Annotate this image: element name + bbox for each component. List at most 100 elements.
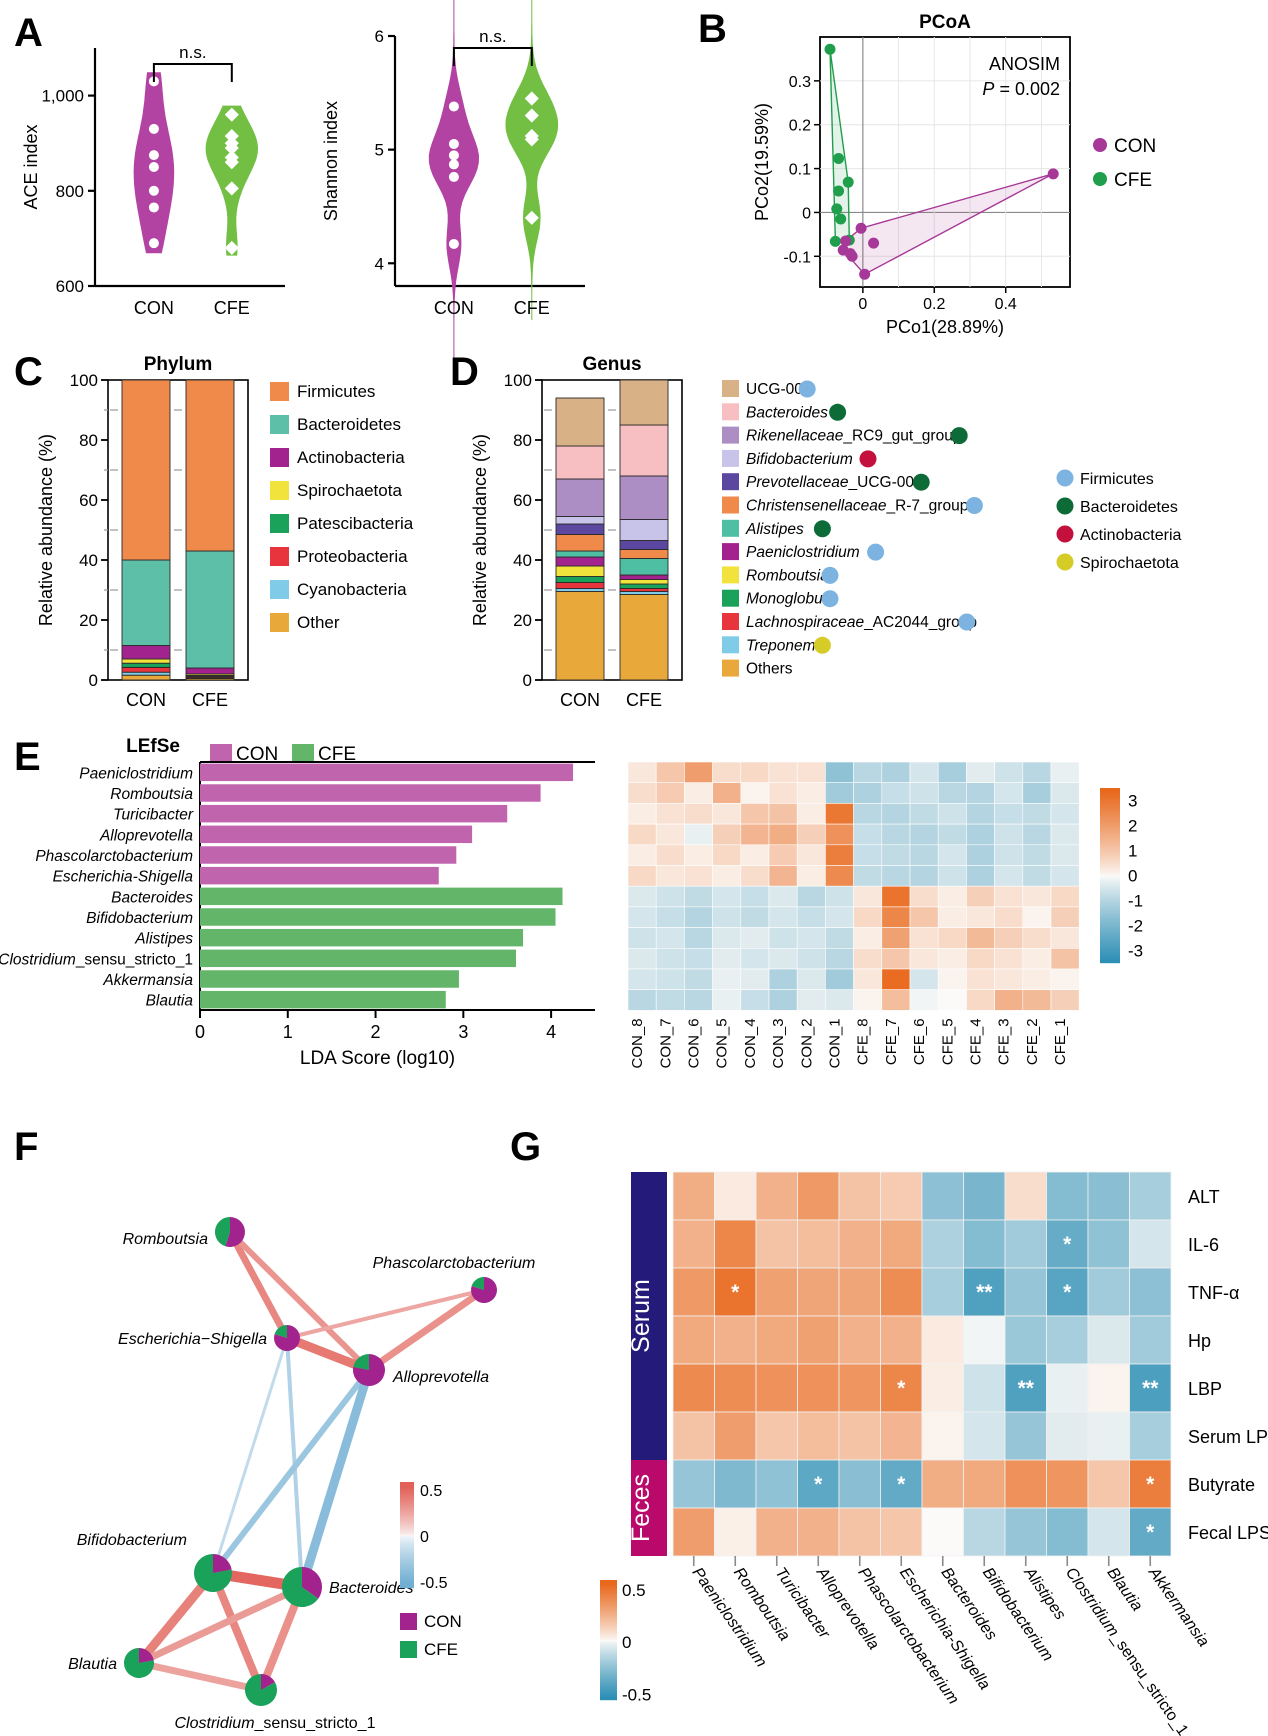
colorbar-segment xyxy=(1100,886,1120,888)
corr-cell xyxy=(880,1267,923,1317)
colorbar-segment xyxy=(600,1592,617,1594)
colorbar-tick-label: -2 xyxy=(1128,917,1143,936)
heatmap-cell xyxy=(825,803,854,825)
bar-segment xyxy=(619,379,669,426)
colorbar-segment xyxy=(600,1602,617,1604)
heatmap-cell xyxy=(712,782,742,804)
colorbar-segment xyxy=(1100,901,1120,903)
colorbar-segment xyxy=(400,1563,414,1565)
heatmap-cell xyxy=(825,823,854,846)
colorbar-segment xyxy=(1100,945,1120,947)
phylum-legend-label: Bacteroidetes xyxy=(1080,499,1178,516)
colorbar-segment xyxy=(600,1643,617,1645)
heatmap-cell xyxy=(712,885,742,908)
heatmap-cell xyxy=(1050,761,1080,784)
heatmap-cell xyxy=(655,989,685,1011)
legend-label: Prevotellaceae_UCG-003 xyxy=(746,474,923,491)
heatmap-cell xyxy=(881,927,911,949)
colorbar-segment xyxy=(400,1578,414,1580)
corr-cell xyxy=(921,1219,964,1269)
phylum-dot-firmicutes xyxy=(958,613,976,631)
heatmap-cell xyxy=(937,927,967,949)
heatmap-cell xyxy=(684,782,713,804)
colorbar-segment xyxy=(400,1565,414,1567)
colorbar-segment xyxy=(1100,838,1120,840)
colorbar-segment xyxy=(600,1596,617,1598)
pcoa-title: PCoA xyxy=(919,12,971,33)
colorbar-segment xyxy=(600,1603,617,1605)
lefse-taxon-label: Phascolarctobacterium xyxy=(35,848,193,865)
colorbar-segment xyxy=(400,1510,414,1512)
colorbar-segment xyxy=(1100,867,1120,869)
colorbar-segment xyxy=(400,1492,414,1494)
colorbar-segment xyxy=(600,1679,617,1681)
x-tick-label: 0.2 xyxy=(923,296,945,313)
bar-segment xyxy=(555,591,605,681)
node-slice-cfe xyxy=(353,1353,369,1370)
y-tick-label: 4 xyxy=(375,254,384,273)
colorbar-segment xyxy=(400,1519,414,1521)
colorbar-segment xyxy=(1100,797,1120,799)
heatmap-cell xyxy=(909,761,939,784)
corr-cell xyxy=(714,1507,757,1557)
heatmap-cell xyxy=(994,803,1024,825)
colorbar-tick-label: 0 xyxy=(1128,867,1137,886)
colorbar-segment xyxy=(400,1536,414,1538)
colorbar-segment xyxy=(600,1685,617,1687)
heatmap-cell xyxy=(825,865,854,887)
heatmap-cell xyxy=(1050,865,1080,887)
heatmap-cell xyxy=(1022,927,1052,949)
legend-label: Cyanobacteria xyxy=(297,580,407,599)
colorbar-segment xyxy=(400,1544,414,1546)
colorbar-segment xyxy=(400,1513,414,1515)
heatmap-cell xyxy=(740,823,770,846)
colorbar-segment xyxy=(400,1506,414,1508)
colorbar-segment xyxy=(400,1569,414,1571)
legend-swatch xyxy=(722,449,739,467)
significance-label: n.s. xyxy=(179,43,206,62)
corr-cell xyxy=(880,1507,923,1557)
corr-cell xyxy=(921,1363,964,1413)
legend-dot-con xyxy=(1093,138,1107,152)
bar-segment xyxy=(185,550,235,669)
network-node-label: Escherichia−Shigella xyxy=(118,1331,267,1348)
genus-y-label: Relative abundance (%) xyxy=(470,434,490,626)
heatmap-cell xyxy=(853,968,883,991)
bar-segment xyxy=(619,574,669,580)
corr-cell xyxy=(1129,1267,1172,1317)
corr-cell xyxy=(797,1507,840,1557)
colorbar-segment xyxy=(1100,858,1120,860)
phylum-legend-label: Actinobacteria xyxy=(1080,527,1181,544)
corr-cell xyxy=(797,1315,840,1365)
heatmap-cell xyxy=(994,947,1024,970)
colorbar-segment xyxy=(400,1530,414,1532)
colorbar-segment xyxy=(1100,849,1120,851)
heatmap-cell xyxy=(768,927,798,949)
y-tick-label: 80 xyxy=(79,431,98,450)
heatmap-cell xyxy=(994,906,1024,928)
corr-cell xyxy=(1004,1171,1047,1221)
colorbar-segment xyxy=(1100,919,1120,921)
colorbar-segment xyxy=(1100,850,1120,852)
data-point xyxy=(148,202,159,213)
lefse-taxon-label: Akkermansia xyxy=(102,972,193,989)
heatmap-cell xyxy=(909,823,939,846)
colorbar-segment xyxy=(600,1584,617,1586)
colorbar-segment xyxy=(1100,825,1120,827)
legend-label: Bacteroides xyxy=(746,404,828,421)
heatmap-cell xyxy=(768,865,798,887)
bar-segment xyxy=(555,550,605,558)
colorbar-segment xyxy=(1100,847,1120,849)
colorbar-segment xyxy=(600,1622,617,1624)
colorbar-segment xyxy=(1100,857,1120,859)
colorbar-segment xyxy=(1100,832,1120,834)
colorbar-segment xyxy=(400,1511,414,1513)
legend-label: Paeniclostridium xyxy=(746,544,860,561)
heatmap-cell xyxy=(740,803,770,825)
colorbar-segment xyxy=(400,1583,414,1585)
corr-cell xyxy=(672,1267,715,1317)
colorbar-segment xyxy=(400,1554,414,1556)
corr-cell xyxy=(755,1315,798,1365)
bar-segment xyxy=(555,478,605,517)
lefse-bar xyxy=(200,804,508,823)
